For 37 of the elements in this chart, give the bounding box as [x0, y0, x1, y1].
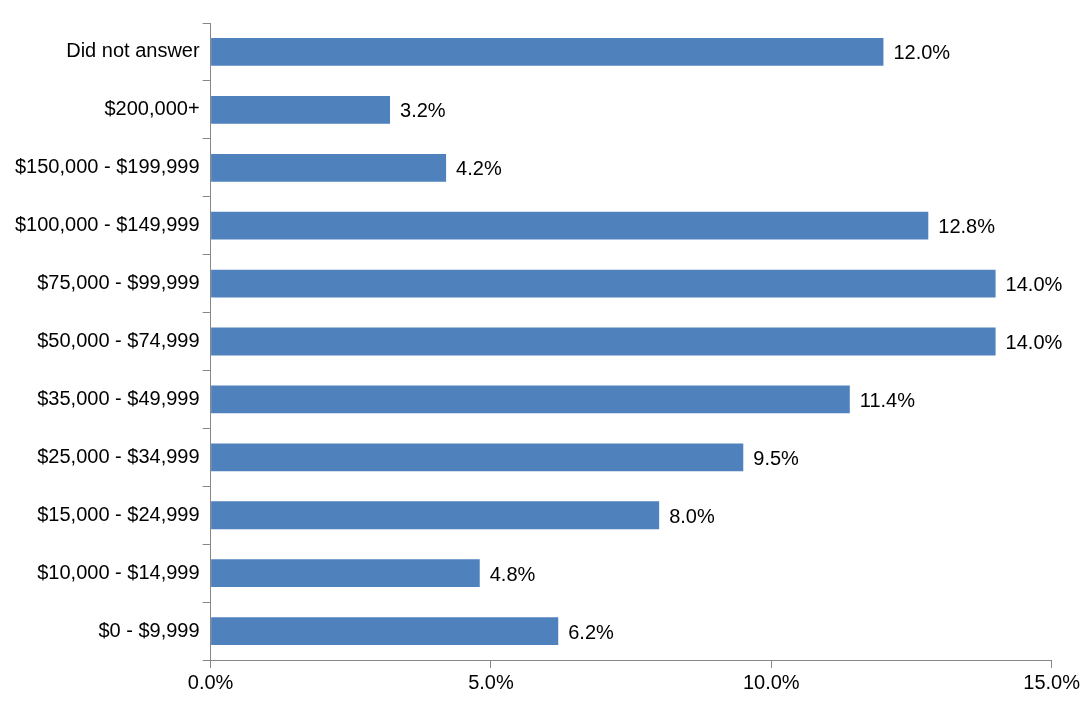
bar [211, 443, 744, 472]
data-label: 14.0% [1005, 273, 1063, 296]
x-tick-label: 5.0% [468, 670, 514, 693]
data-label: 4.2% [456, 157, 502, 180]
data-label: 4.8% [489, 562, 536, 585]
bar [211, 385, 850, 414]
data-label: 11.4% [859, 388, 916, 411]
bar [211, 153, 447, 182]
y-tick-label: $150,000 - $199,999 [15, 155, 200, 178]
x-tick-label: 15.0% [1023, 670, 1081, 693]
bar [211, 501, 660, 530]
bar [211, 269, 996, 298]
y-tick-label: $100,000 - $149,999 [15, 213, 200, 236]
bar [211, 95, 391, 124]
bar [211, 211, 929, 240]
y-tick-label: $200,000+ [104, 97, 200, 120]
y-tick-label: $0 - $9,999 [98, 618, 200, 641]
y-tick-label: $75,000 - $99,999 [37, 271, 200, 294]
bar [211, 617, 559, 645]
data-label: 12.8% [938, 215, 996, 238]
y-tick-label: $10,000 - $14,999 [37, 560, 200, 583]
bar [211, 38, 884, 66]
data-label: 3.2% [400, 99, 446, 122]
data-label: 9.5% [753, 446, 800, 469]
y-tick-label: $25,000 - $34,999 [37, 444, 200, 467]
data-label: 6.2% [568, 620, 615, 643]
data-label: 8.0% [669, 504, 715, 527]
y-tick-label: $35,000 - $49,999 [37, 386, 200, 409]
bar [211, 327, 996, 356]
x-tick-label: 0.0% [187, 670, 234, 693]
y-tick-label: $15,000 - $24,999 [37, 502, 200, 525]
data-label: 14.0% [1005, 331, 1063, 354]
data-label: 12.0% [893, 41, 951, 64]
y-tick-label: Did not answer [66, 39, 200, 62]
x-tick-label: 10.0% [742, 670, 800, 693]
bar [211, 559, 480, 588]
y-tick-label: $50,000 - $74,999 [37, 329, 200, 352]
